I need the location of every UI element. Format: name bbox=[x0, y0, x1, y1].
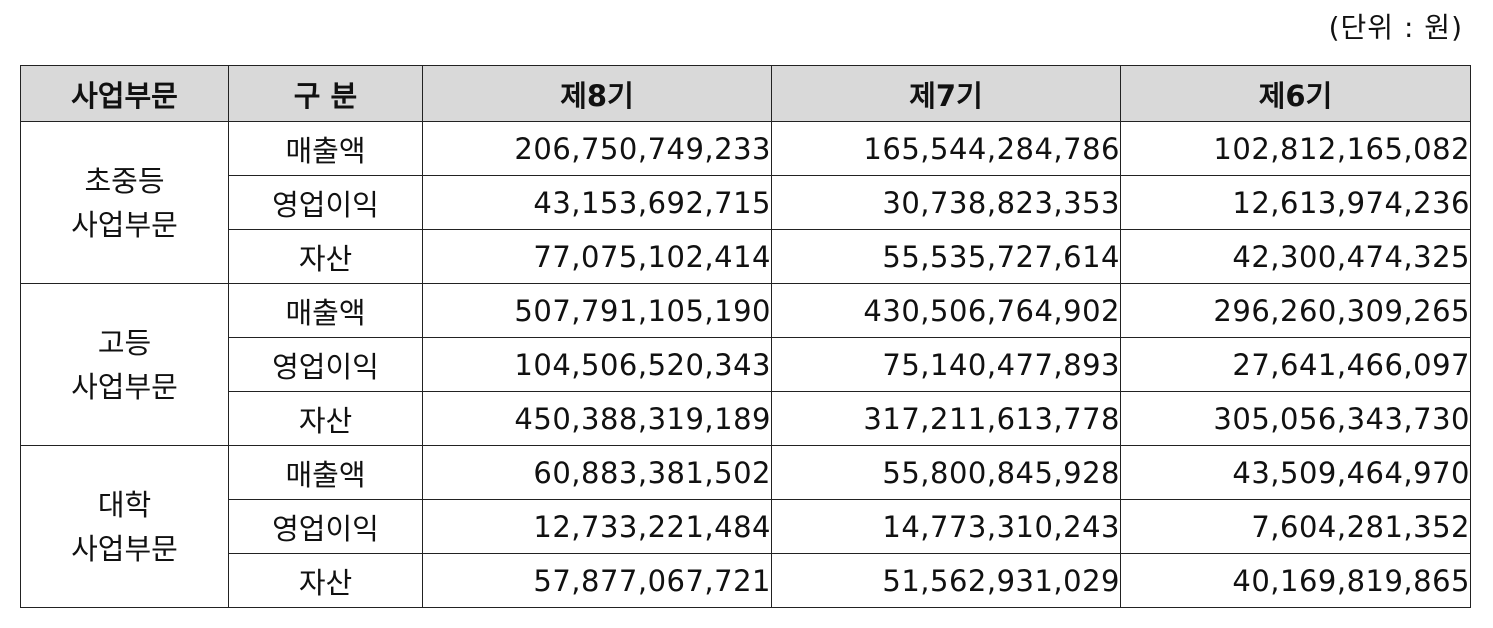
value-period-6: 296,260,309,265 bbox=[1120, 283, 1471, 338]
table-row: 자산 77,075,102,414 55,535,727,614 42,300,… bbox=[21, 229, 1471, 284]
row-label: 영업이익 bbox=[228, 175, 423, 230]
value-period-8: 77,075,102,414 bbox=[422, 229, 772, 284]
segment-cell: 초중등 사업부문 bbox=[20, 121, 229, 284]
segment-name-line2: 사업부문 bbox=[71, 531, 178, 566]
value-period-8: 43,153,692,715 bbox=[422, 175, 772, 230]
table-row: 영업이익 12,733,221,484 14,773,310,243 7,604… bbox=[21, 499, 1471, 554]
value-period-7: 165,544,284,786 bbox=[771, 121, 1121, 176]
segment-name-line2: 사업부문 bbox=[71, 369, 178, 404]
value-period-8: 507,791,105,190 bbox=[422, 283, 772, 338]
row-label: 자산 bbox=[228, 229, 423, 284]
value-period-6: 305,056,343,730 bbox=[1120, 391, 1471, 446]
value-period-6: 43,509,464,970 bbox=[1120, 445, 1471, 500]
table-row: 자산 450,388,319,189 317,211,613,778 305,0… bbox=[21, 391, 1471, 446]
segment-name-line1: 초중등 bbox=[84, 163, 165, 198]
value-period-8: 450,388,319,189 bbox=[422, 391, 772, 446]
header-period-8: 제8기 bbox=[422, 65, 772, 122]
value-period-7: 14,773,310,243 bbox=[771, 499, 1121, 554]
segment-cell: 대학 사업부문 bbox=[20, 445, 229, 608]
row-label: 매출액 bbox=[228, 445, 423, 500]
value-period-7: 30,738,823,353 bbox=[771, 175, 1121, 230]
value-period-8: 60,883,381,502 bbox=[422, 445, 772, 500]
row-label: 매출액 bbox=[228, 121, 423, 176]
row-label: 자산 bbox=[228, 391, 423, 446]
value-period-7: 55,800,845,928 bbox=[771, 445, 1121, 500]
value-period-6: 27,641,466,097 bbox=[1120, 337, 1471, 392]
value-period-7: 55,535,727,614 bbox=[771, 229, 1121, 284]
header-segment: 사업부문 bbox=[20, 65, 229, 122]
unit-label: (단위 : 원) bbox=[1328, 11, 1463, 44]
segment-name-line1: 대학 bbox=[97, 487, 152, 522]
table-row: 영업이익 104,506,520,343 75,140,477,893 27,6… bbox=[21, 337, 1471, 392]
value-period-8: 104,506,520,343 bbox=[422, 337, 772, 392]
value-period-7: 51,562,931,029 bbox=[771, 553, 1121, 608]
value-period-7: 75,140,477,893 bbox=[771, 337, 1121, 392]
table-row: 대학 사업부문 매출액 60,883,381,502 55,800,845,92… bbox=[20, 445, 1471, 608]
header-period-6: 제6기 bbox=[1120, 65, 1471, 122]
value-period-8: 206,750,749,233 bbox=[422, 121, 772, 176]
value-period-6: 42,300,474,325 bbox=[1120, 229, 1471, 284]
table-row: 초중등 사업부문 매출액 206,750,749,233 165,544,284… bbox=[20, 121, 1471, 284]
segment-name-line1: 고등 bbox=[97, 325, 152, 360]
value-period-8: 57,877,067,721 bbox=[422, 553, 772, 608]
value-period-7: 317,211,613,778 bbox=[771, 391, 1121, 446]
segment-cell: 고등 사업부문 bbox=[20, 283, 229, 446]
table-row: 고등 사업부문 매출액 507,791,105,190 430,506,764,… bbox=[20, 283, 1471, 446]
header-period-7: 제7기 bbox=[771, 65, 1121, 122]
row-label: 영업이익 bbox=[228, 337, 423, 392]
value-period-6: 102,812,165,082 bbox=[1120, 121, 1471, 176]
value-period-6: 12,613,974,236 bbox=[1120, 175, 1471, 230]
table-row: 영업이익 43,153,692,715 30,738,823,353 12,61… bbox=[21, 175, 1471, 230]
segment-financials-table: 사업부문 구 분 제8기 제7기 제6기 초중등 사업부문 매출액 206,75… bbox=[20, 65, 1471, 608]
row-label: 매출액 bbox=[228, 283, 423, 338]
table-row: 자산 57,877,067,721 51,562,931,029 40,169,… bbox=[21, 553, 1471, 608]
value-period-6: 7,604,281,352 bbox=[1120, 499, 1471, 554]
value-period-6: 40,169,819,865 bbox=[1120, 553, 1471, 608]
segment-name-line2: 사업부문 bbox=[71, 207, 178, 242]
header-category: 구 분 bbox=[228, 65, 423, 122]
header-row: 사업부문 구 분 제8기 제7기 제6기 bbox=[20, 65, 1471, 122]
row-label: 영업이익 bbox=[228, 499, 423, 554]
value-period-7: 430,506,764,902 bbox=[771, 283, 1121, 338]
value-period-8: 12,733,221,484 bbox=[422, 499, 772, 554]
row-label: 자산 bbox=[228, 553, 423, 608]
